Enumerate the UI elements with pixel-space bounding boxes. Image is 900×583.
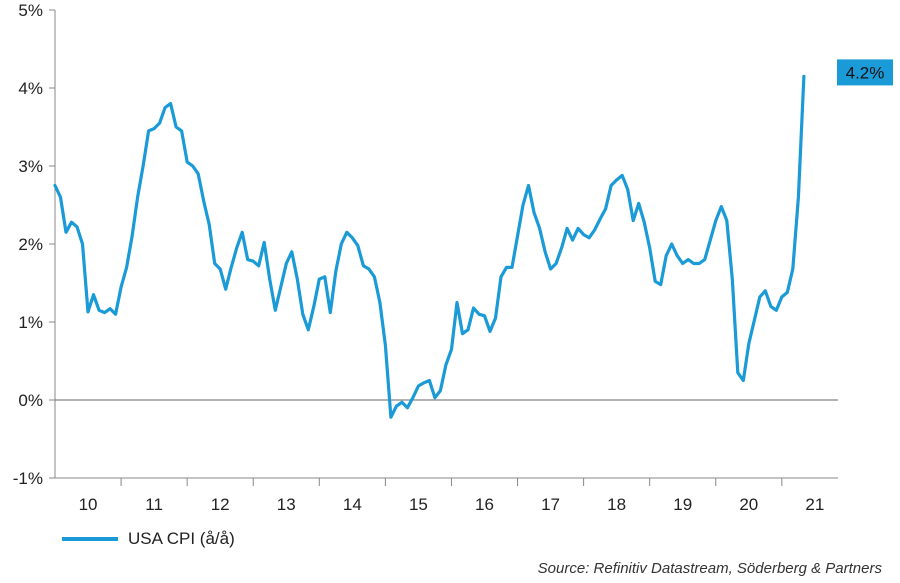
y-tick-label: -1% [13,469,43,488]
x-tick-label: 19 [673,495,692,514]
x-tick-label: 17 [541,495,560,514]
x-tick-label: 16 [475,495,494,514]
source-note: Source: Refinitiv Datastream, Söderberg … [537,560,882,577]
x-tick-label: 12 [211,495,230,514]
y-tick-label: 2% [18,235,43,254]
cpi-series-line [53,74,806,419]
x-tick-label: 15 [409,495,428,514]
x-tick-label: 13 [277,495,296,514]
x-tick-label: 14 [343,495,362,514]
x-tick-label: 21 [805,495,824,514]
y-tick-label: 4% [18,79,43,98]
legend-swatch [62,537,118,541]
value-annotation-box [837,59,893,86]
x-tick-label: 18 [607,495,626,514]
value-annotation-label: 4.2% [846,63,885,82]
y-tick-label: 5% [18,1,43,20]
x-tick-label: 10 [79,495,98,514]
y-tick-label: 3% [18,157,43,176]
legend: USA CPI (å/å) [62,529,235,549]
x-tick-label: 20 [739,495,758,514]
x-tick-label: 11 [145,495,163,514]
y-tick-label: 1% [18,313,43,332]
legend-label: USA CPI (å/å) [128,529,235,548]
y-tick-label: 0% [18,391,43,410]
